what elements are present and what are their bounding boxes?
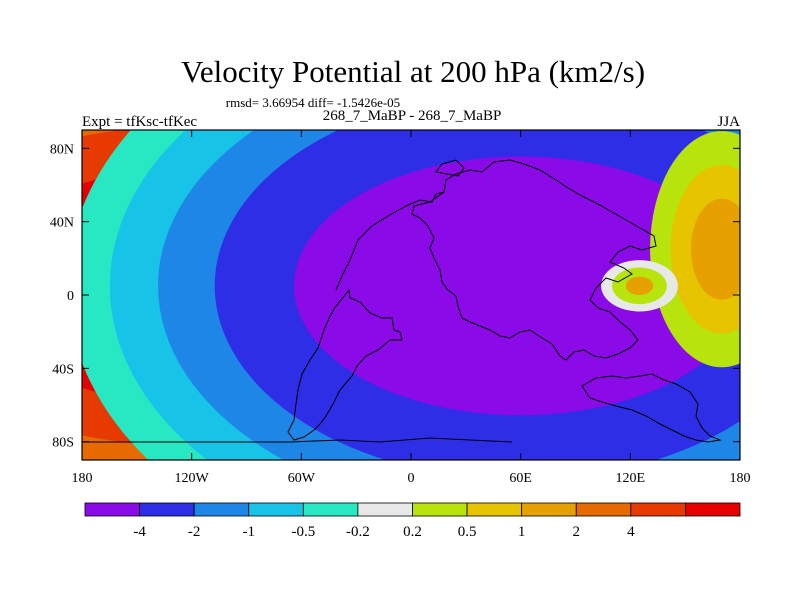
colorbar-label: -2 bbox=[188, 524, 201, 540]
colorbar-swatch bbox=[248, 502, 304, 517]
colorbar-label: 2 bbox=[573, 524, 581, 540]
x-tick-label: 60E bbox=[509, 471, 532, 486]
colorbar-label: 0.2 bbox=[403, 524, 422, 540]
colorbar-swatch bbox=[139, 502, 195, 517]
colorbar: -4 -2 -1 -0.5 -0.2 0.2 0.5 1 2 4 bbox=[84, 502, 741, 540]
stats-label: rmsd= 3.66954 diff= -1.5426e-05 bbox=[226, 95, 400, 110]
antarctica-outline bbox=[82, 437, 513, 443]
colorbar-swatch bbox=[84, 502, 140, 517]
x-tick-label: 120E bbox=[616, 471, 646, 486]
x-tick-label: 180 bbox=[72, 471, 93, 486]
chart-title: Velocity Potential at 200 hPa (km2/s) bbox=[181, 54, 645, 89]
x-tick-label: 180 bbox=[730, 471, 751, 486]
y-tick-label: 0 bbox=[67, 289, 74, 304]
colorbar-swatch bbox=[357, 502, 413, 517]
colorbar-label: -4 bbox=[133, 524, 146, 540]
colorbar-swatch bbox=[685, 502, 741, 517]
colorbar-swatch bbox=[193, 502, 250, 517]
colorbar-label: -0.5 bbox=[291, 524, 315, 540]
x-tick-label: 120W bbox=[175, 471, 210, 486]
season-label: JJA bbox=[717, 114, 740, 130]
colorbar-swatch bbox=[412, 502, 468, 517]
colorbar-label: -1 bbox=[243, 524, 256, 540]
africa-eurasia-outline bbox=[411, 159, 657, 361]
y-tick-label: 40N bbox=[50, 216, 74, 231]
y-tick-label: 80N bbox=[50, 142, 74, 157]
south-america-outline bbox=[287, 288, 403, 441]
colorbar-swatch bbox=[466, 502, 523, 517]
colorbar-label: 1 bbox=[518, 524, 526, 540]
experiment-label: Expt = tfKsc-tfKec bbox=[82, 114, 197, 130]
x-tick-label: 0 bbox=[408, 471, 415, 486]
y-tick-label: 80S bbox=[52, 436, 74, 451]
colorbar-swatch bbox=[630, 502, 686, 517]
x-axis: 180 120W 60W 0 60E 120E 180 bbox=[72, 130, 751, 486]
continent-outlines bbox=[82, 159, 722, 443]
dateline-high-band-3 bbox=[691, 198, 740, 300]
run-label: 268_7_MaBP - 268_7_MaBP bbox=[323, 108, 502, 124]
colorbar-swatch bbox=[575, 502, 632, 517]
colorbar-label: 4 bbox=[627, 524, 635, 540]
x-tick-label: 60W bbox=[288, 471, 316, 486]
colorbar-swatch bbox=[521, 502, 577, 517]
maritime-high-band-3 bbox=[625, 276, 654, 296]
colorbar-swatch bbox=[302, 502, 359, 517]
y-tick-label: 40S bbox=[52, 362, 74, 377]
greenland-outline bbox=[435, 159, 465, 177]
y-axis: 80N 40N 0 40S 80S bbox=[50, 142, 740, 451]
colorbar-label: 0.5 bbox=[458, 524, 477, 540]
colorbar-label: -0.2 bbox=[346, 524, 370, 540]
australia-outline bbox=[581, 373, 722, 443]
